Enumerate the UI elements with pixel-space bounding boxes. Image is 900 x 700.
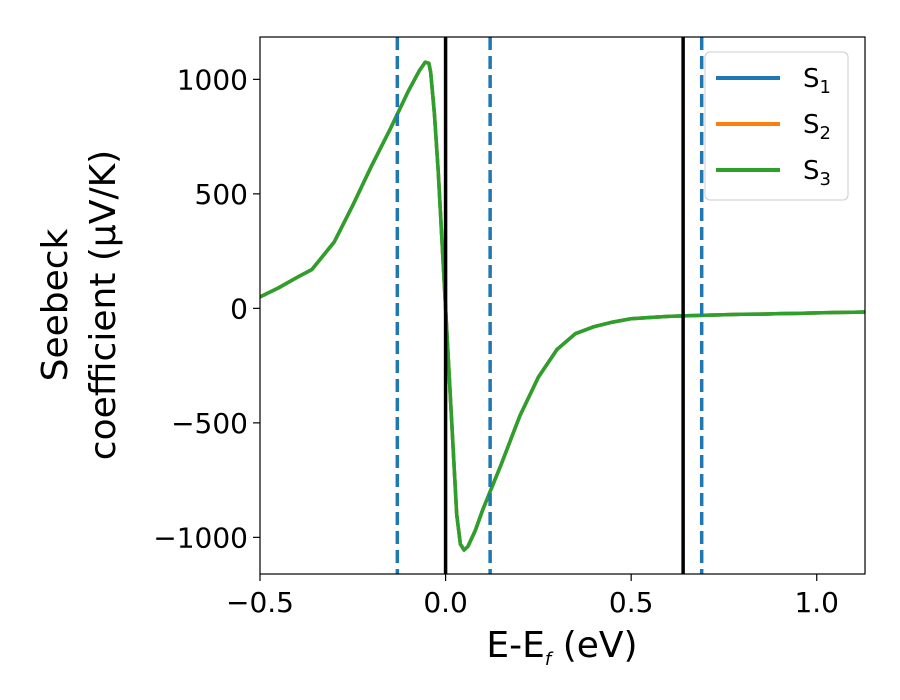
y-axis-title: Seebeck coefficient (μV/K) <box>35 150 124 460</box>
x-tick-label: −0.5 <box>226 586 294 619</box>
x-tick-label: 1.0 <box>794 586 839 619</box>
x-axis-title: E-Ef (eV) <box>486 625 637 670</box>
series-line-s3 <box>260 60 865 552</box>
x-axis-title-sub: f <box>545 649 554 670</box>
axis-ticks: −0.5 0.0 0.5 1.0 −1000 −500 0 500 1000 <box>153 63 839 619</box>
axes-frame <box>259 36 866 575</box>
legend-label-s3: S3 <box>803 156 831 190</box>
y-tick-label: 1000 <box>177 63 248 96</box>
x-tick-label: 0.0 <box>423 586 468 619</box>
y-tick-label: −500 <box>171 407 248 440</box>
legend: S1 S2 S3 <box>704 51 849 201</box>
y-tick-label: 0 <box>230 292 248 325</box>
x-tick-label: 0.5 <box>609 586 654 619</box>
plot-area <box>260 37 865 574</box>
y-tick-label: −1000 <box>153 521 248 554</box>
legend-label-s1: S1 <box>803 64 831 98</box>
legend-label-s2: S2 <box>803 110 831 144</box>
x-axis-title-unit: (eV) <box>551 625 637 666</box>
y-axis-title-line1: Seebeck <box>35 228 76 381</box>
x-axis-title-main: E-E <box>486 625 544 666</box>
y-tick-label: 500 <box>195 178 248 211</box>
y-axis-title-line2: coefficient (μV/K) <box>83 150 124 460</box>
